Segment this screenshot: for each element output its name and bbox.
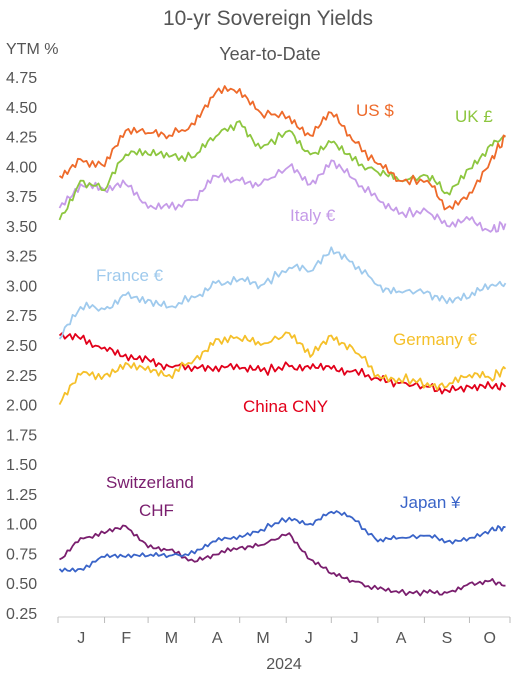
series-label-italy: Italy €	[290, 206, 336, 225]
x-tick-label: O	[484, 630, 496, 647]
y-tick-label: 4.50	[6, 100, 37, 117]
chart-subtitle: Year-to-Date	[219, 44, 320, 64]
series-line-uk	[58, 120, 506, 221]
series-label-france: France €	[96, 266, 164, 285]
y-tick-label: 1.00	[6, 517, 37, 534]
series-line-germany	[58, 331, 507, 406]
series-lines	[58, 85, 507, 597]
y-tick-label: 4.75	[6, 70, 37, 87]
x-tick-label: F	[121, 630, 131, 647]
y-tick-label: 0.75	[6, 546, 37, 563]
y-tick-label: 3.25	[6, 249, 37, 266]
series-line-china-cny	[58, 332, 507, 395]
y-tick-label: 3.50	[6, 219, 37, 236]
y-tick-label: 2.75	[6, 308, 37, 325]
y-tick-label: 2.25	[6, 368, 37, 385]
series-label-switzerland: Switzerland	[106, 473, 194, 492]
y-tick-label: 4.25	[6, 130, 37, 147]
x-tick-label: M	[165, 630, 178, 647]
series-label-germany: Germany €	[393, 330, 478, 349]
x-tick-label: A	[212, 630, 223, 647]
x-tick-label: J	[305, 630, 313, 647]
series-label-china: China CNY	[243, 397, 328, 416]
x-tick-label: S	[442, 630, 453, 647]
series-line-us	[58, 85, 506, 211]
x-tick-label: M	[256, 630, 269, 647]
y-tick-label: 0.25	[6, 606, 37, 623]
series-labels: US $ UK £ Italy € France € Germany € Chi…	[96, 101, 493, 520]
x-tick-label: J	[77, 630, 85, 647]
y-tick-label: 0.50	[6, 576, 37, 593]
y-tick-label: 1.75	[6, 427, 37, 444]
y-tick-label: 3.00	[6, 278, 37, 295]
series-label-switzerland-currency: CHF	[139, 501, 174, 520]
series-label-uk: UK £	[455, 107, 493, 126]
x-axis-label: 2024	[266, 656, 302, 673]
series-label-japan: Japan ¥	[400, 493, 461, 512]
y-tick-label: 2.00	[6, 398, 37, 415]
y-tick-label: 3.75	[6, 189, 37, 206]
y-tick-labels: 4.75 4.50 4.25 4.00 3.75 3.50 3.25 3.00 2.75 2.50…	[6, 70, 37, 623]
chart-title: 10-yr Sovereign Yields	[163, 7, 373, 30]
series-label-us: US $	[356, 101, 394, 120]
series-line-italy	[58, 159, 507, 233]
y-tick-label: 2.50	[6, 338, 37, 355]
y-tick-label: 1.50	[6, 457, 37, 474]
x-tick-label: A	[396, 630, 407, 647]
series-line-france	[58, 246, 507, 340]
series-line-japan	[58, 510, 506, 573]
x-tick-label: J	[351, 630, 359, 647]
y-tick-label: 4.00	[6, 159, 37, 176]
series-line-switzerland-chf	[59, 524, 506, 597]
y-tick-label: 1.25	[6, 487, 37, 504]
y-axis-label: YTM %	[6, 41, 58, 58]
